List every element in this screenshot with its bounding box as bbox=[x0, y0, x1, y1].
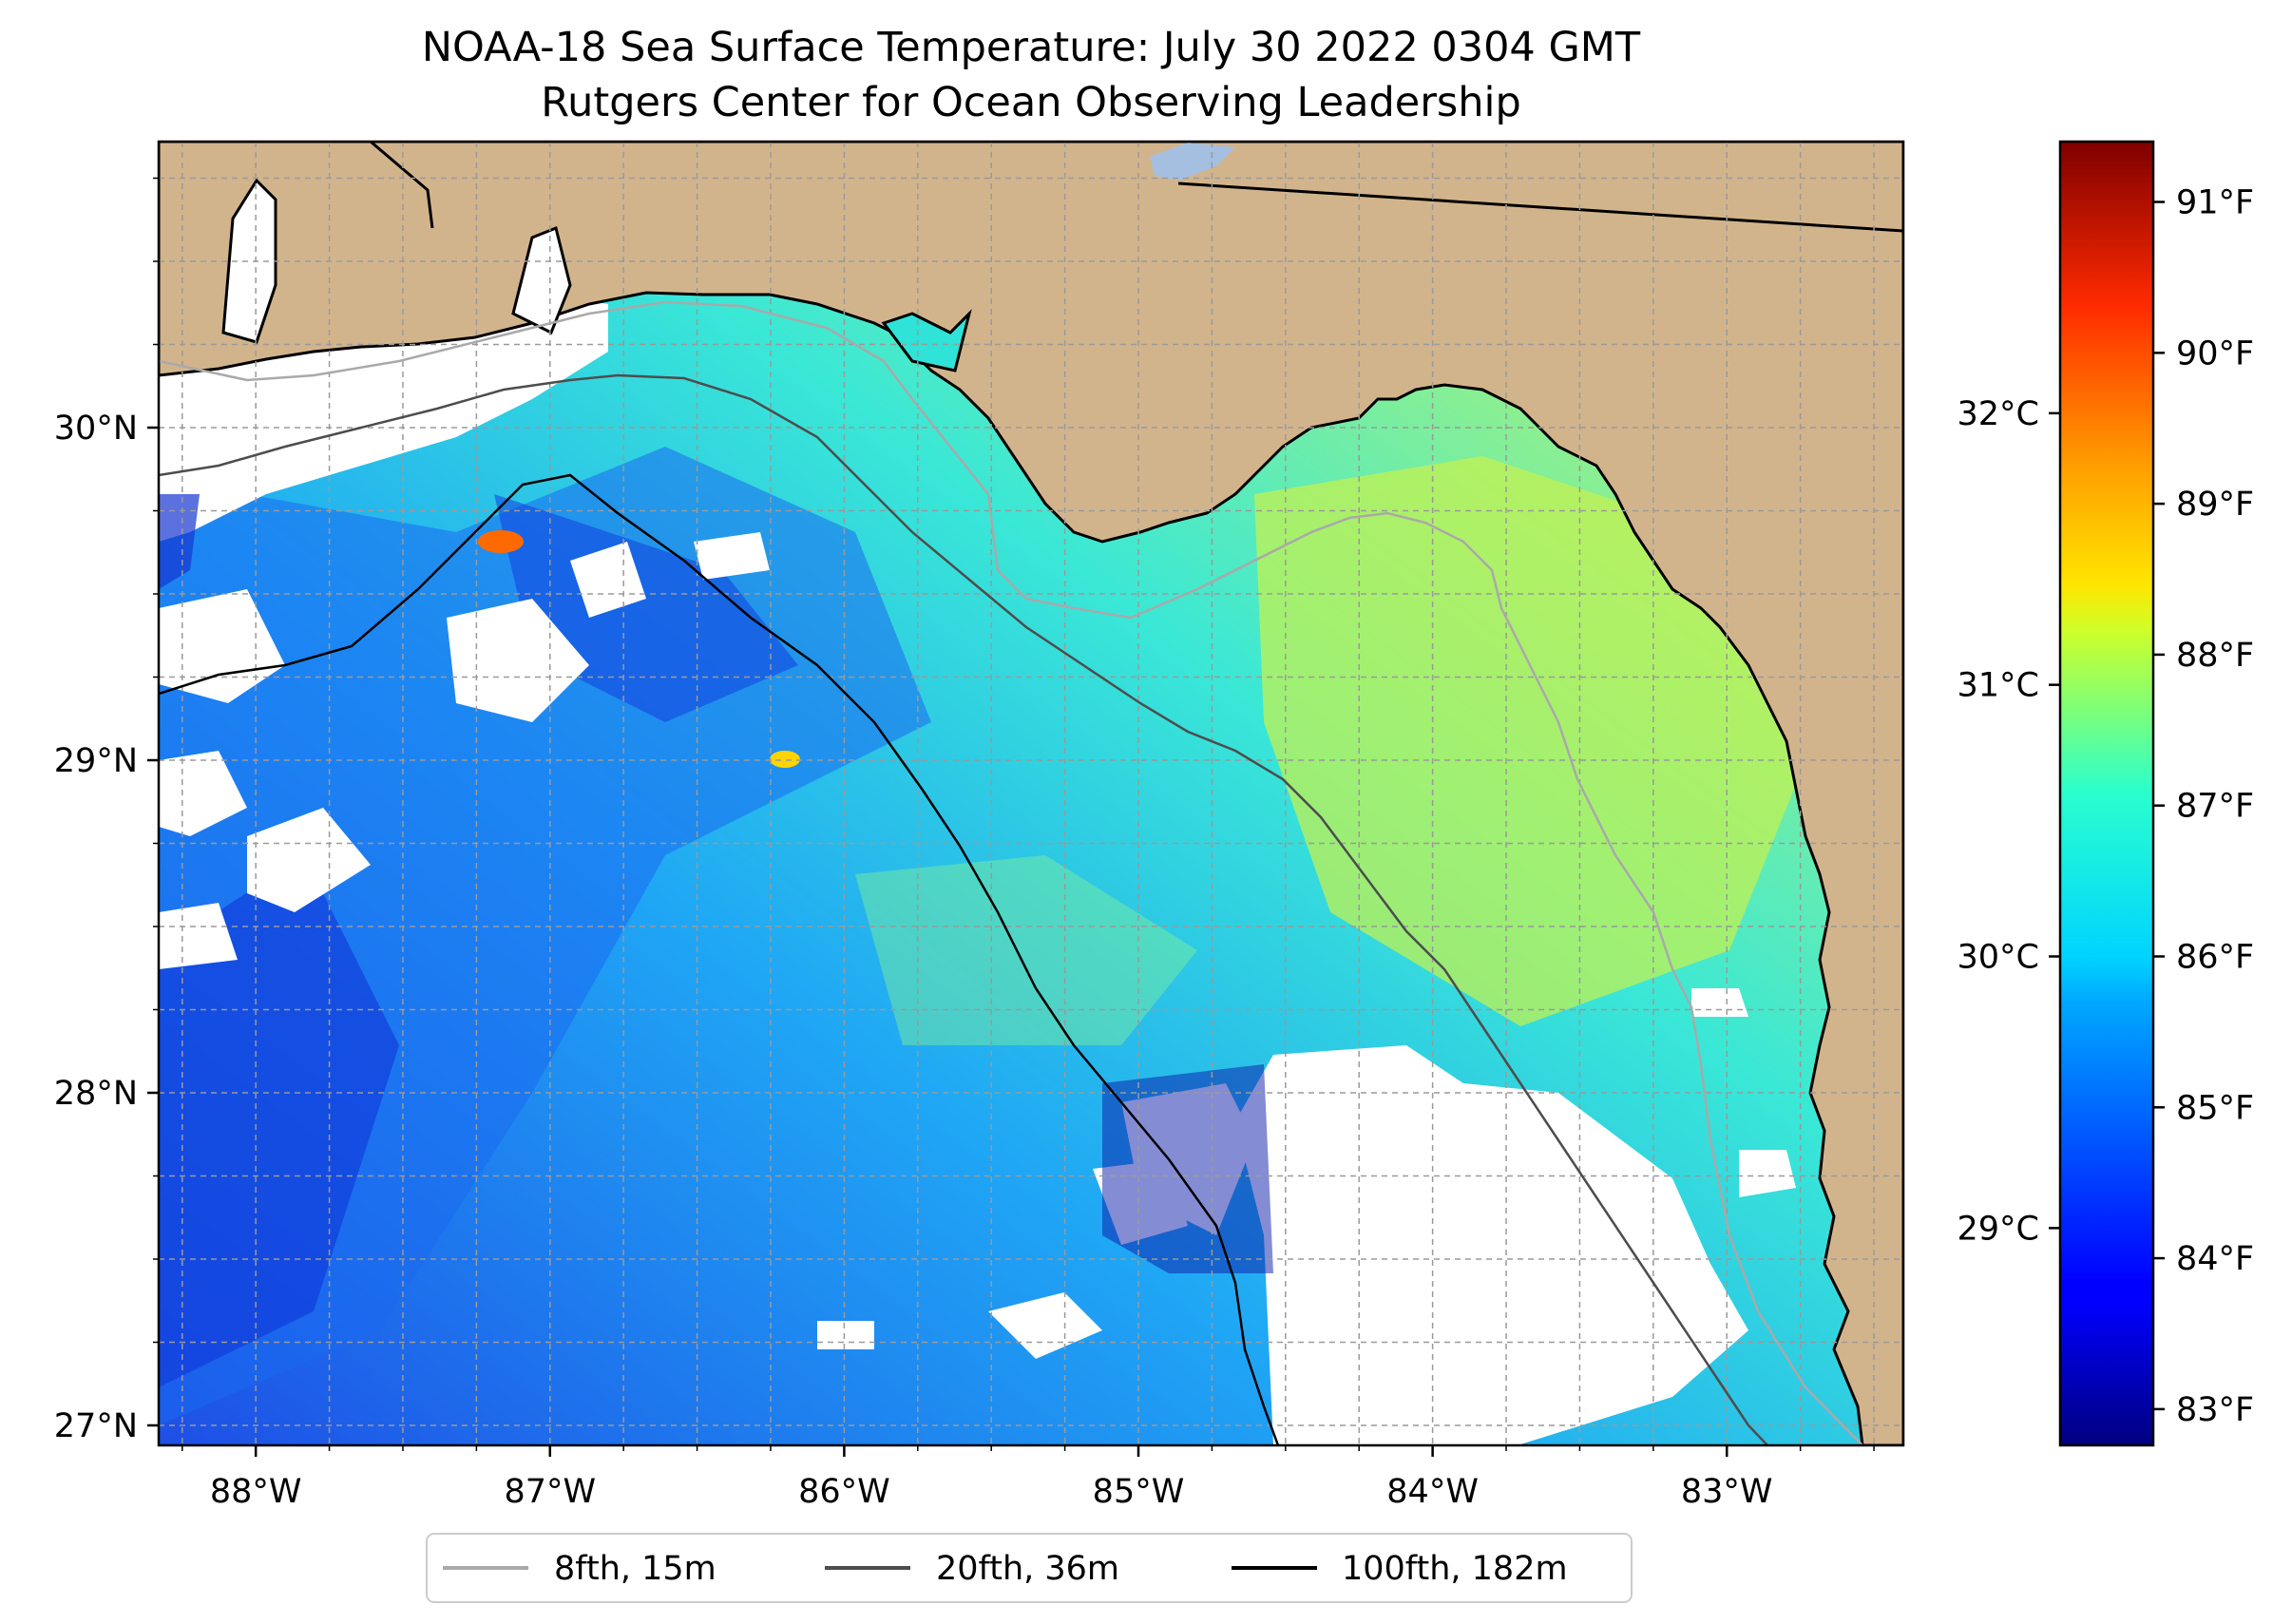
lon-tick-label: 84°W bbox=[1386, 1473, 1479, 1511]
gridlines bbox=[159, 142, 1903, 1445]
lat-tick-label: 29°N bbox=[54, 742, 138, 780]
cloud-mask bbox=[247, 808, 371, 912]
fahrenheit-tick-label: 83°F bbox=[2176, 1391, 2254, 1429]
colorbar: 29°C 30°C 31°C 32°C 83°F 84°F 85°F 86°F 87°F 88°… bbox=[1958, 140, 2254, 1447]
fahrenheit-tick-label: 85°F bbox=[2176, 1089, 2254, 1127]
cold-fringe bbox=[1102, 1064, 1273, 1273]
cloud-mask bbox=[447, 599, 589, 722]
fahrenheit-tick-label: 88°F bbox=[2176, 637, 2254, 675]
lake bbox=[1150, 143, 1235, 181]
contour-20fth bbox=[159, 373, 1768, 1445]
celsius-tick-label: 31°C bbox=[1958, 667, 2039, 705]
cloud-mask bbox=[159, 589, 285, 703]
cloud-mask bbox=[1691, 988, 1748, 1017]
cold-fringe bbox=[159, 494, 200, 589]
fahrenheit-tick-label: 86°F bbox=[2176, 939, 2254, 977]
fahrenheit-tick-label: 87°F bbox=[2176, 788, 2254, 826]
cloud-mask bbox=[1739, 1150, 1796, 1197]
warm-spot bbox=[770, 751, 800, 768]
pensacola-bay bbox=[511, 225, 572, 335]
contour-8fth bbox=[159, 300, 1863, 1445]
land-mass bbox=[159, 142, 1903, 1445]
title-line-2: Rutgers Center for Ocean Observing Leade… bbox=[541, 79, 1521, 126]
cloud-mask bbox=[1235, 1045, 1748, 1445]
state-boundary bbox=[370, 142, 434, 229]
cool-water-region bbox=[159, 855, 399, 1387]
celsius-tick-label: 32°C bbox=[1958, 395, 2039, 433]
lon-tick-label: 83°W bbox=[1681, 1473, 1773, 1511]
lat-tick-label: 27°N bbox=[54, 1407, 138, 1445]
lon-tick-label: 87°W bbox=[504, 1473, 596, 1511]
contour-100fth bbox=[159, 473, 1280, 1445]
lon-tick-label: 88°W bbox=[210, 1473, 302, 1511]
legend-label-20fth: 20fth, 36m bbox=[936, 1550, 1119, 1588]
title-line-1: NOAA-18 Sea Surface Temperature: July 30… bbox=[422, 24, 1641, 71]
state-boundary bbox=[1177, 182, 1903, 233]
fahrenheit-tick-label: 89°F bbox=[2176, 486, 2254, 524]
legend-frame bbox=[426, 1533, 1633, 1603]
st-andrew-bay bbox=[881, 309, 972, 373]
lat-tick-label: 28°N bbox=[54, 1075, 138, 1113]
mobile-bay bbox=[221, 178, 277, 344]
colorbar-gradient bbox=[2058, 140, 2155, 1447]
colorbar-celsius-axis: 29°C 30°C 31°C 32°C bbox=[1958, 395, 2060, 1248]
warm-water-region bbox=[855, 855, 1197, 1045]
map-frame bbox=[157, 140, 1905, 1447]
celsius-tick-label: 29°C bbox=[1958, 1210, 2039, 1248]
legend-label-8fth: 8fth, 15m bbox=[554, 1550, 716, 1588]
warm-spot bbox=[478, 530, 524, 553]
longitude-axis: 88°W 87°W 86°W 85°W 84°W 83°W bbox=[181, 1445, 1875, 1511]
lon-tick-label: 85°W bbox=[1093, 1473, 1185, 1511]
colorbar-fahrenheit-axis: 83°F 84°F 85°F 86°F 87°F 88°F 89°F 90°F 91°F bbox=[2153, 184, 2254, 1429]
lon-tick-label: 86°W bbox=[798, 1473, 890, 1511]
fahrenheit-tick-label: 91°F bbox=[2176, 184, 2254, 222]
lat-tick-label: 30°N bbox=[54, 410, 138, 448]
cloud-mask bbox=[817, 1321, 874, 1349]
cloud-mask bbox=[694, 532, 770, 580]
fahrenheit-tick-label: 84°F bbox=[2176, 1240, 2254, 1278]
map-panel bbox=[159, 142, 1903, 1445]
celsius-tick-label: 30°C bbox=[1958, 939, 2039, 977]
fahrenheit-tick-label: 90°F bbox=[2176, 334, 2254, 373]
legend-label-100fth: 100fth, 182m bbox=[1342, 1550, 1568, 1588]
latitude-axis: 30°N 29°N 28°N 27°N bbox=[54, 177, 159, 1445]
cloud-mask bbox=[159, 903, 238, 969]
warm-water-region bbox=[1254, 456, 1805, 1026]
cloud-mask bbox=[159, 751, 247, 836]
contour-legend: 8fth, 15m 20fth, 36m 100fth, 182m bbox=[426, 1533, 1633, 1603]
cloud-mask bbox=[570, 542, 646, 618]
